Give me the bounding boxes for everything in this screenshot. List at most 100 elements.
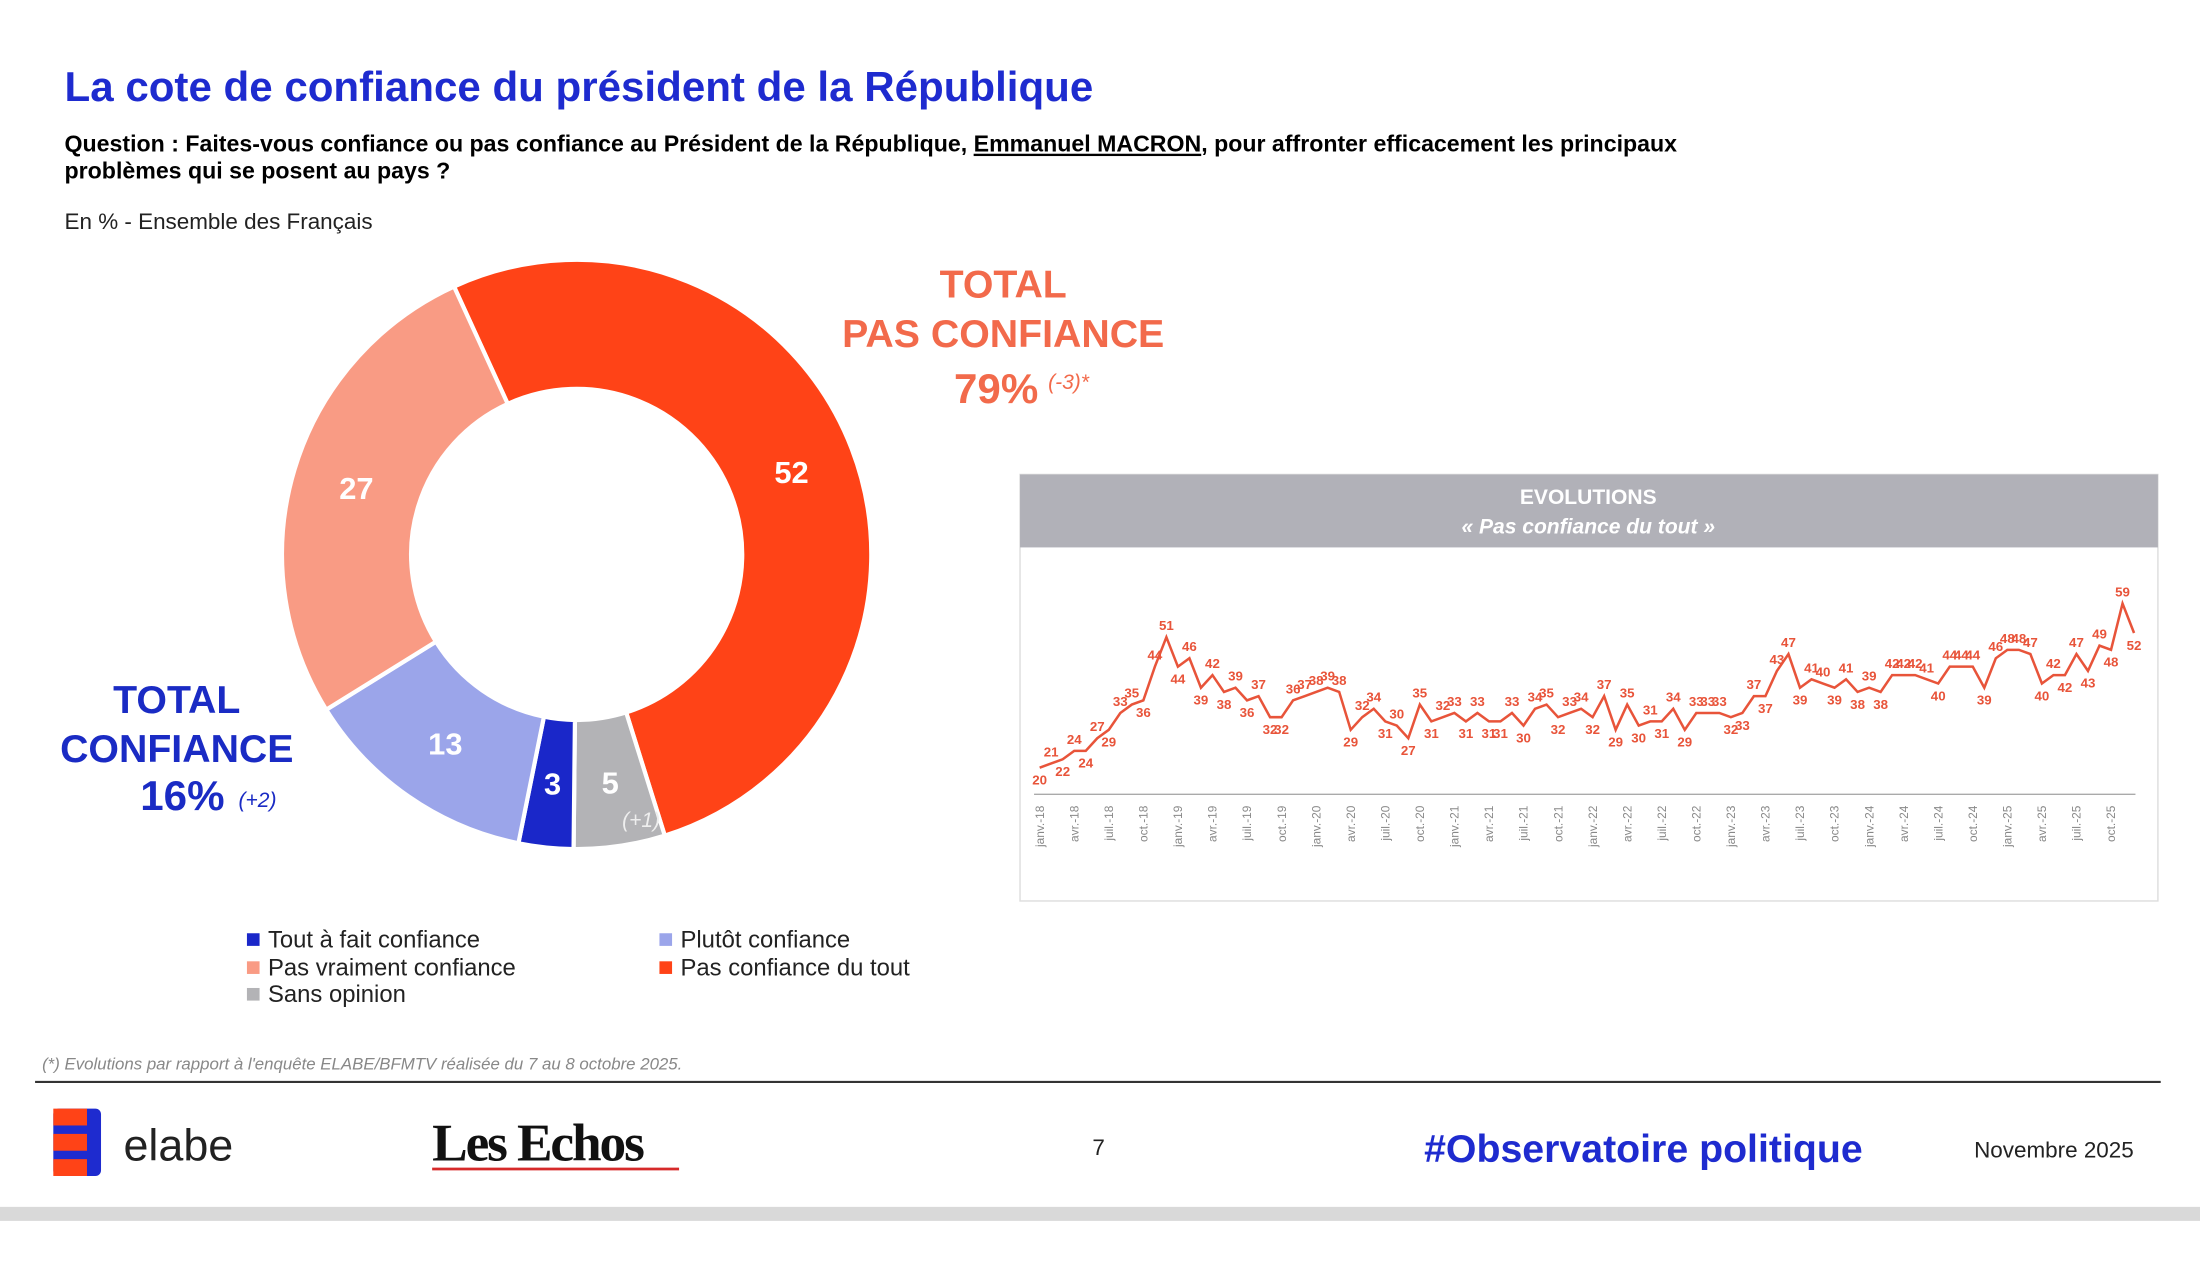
x-tick-label: avr.-20 (1344, 805, 1358, 842)
value-label: 41 (1919, 660, 1934, 675)
legend-label: Plutôt confiance (680, 926, 850, 953)
value-label: 38 (1309, 673, 1324, 688)
value-label: 20 (1032, 773, 1047, 788)
total-label: PAS CONFIANCE (842, 312, 1164, 356)
value-label: 37 (1758, 701, 1773, 716)
x-tick-label: oct.-21 (1551, 805, 1565, 842)
value-label: 22 (1055, 764, 1070, 779)
value-label: 40 (1816, 664, 1831, 679)
hashtag: #Observatoire politique (1424, 1127, 1863, 1171)
legend-swatch (246, 987, 260, 1001)
value-label: 41 (1839, 660, 1854, 675)
x-tick-label: janv.-22 (1586, 805, 1600, 848)
value-label: 40 (2034, 688, 2049, 703)
partner: Les Echos (432, 1113, 644, 1173)
value-label: 32 (1551, 722, 1566, 737)
value-label: 27 (1401, 743, 1416, 758)
value-label: 47 (2023, 635, 2038, 650)
value-label: 44 (1171, 672, 1186, 687)
question: problèmes qui se posent au pays ? (65, 157, 451, 183)
x-tick-label: janv.-18 (1033, 805, 1047, 848)
value-label: 36 (1240, 705, 1255, 720)
legend-swatch (246, 961, 260, 974)
legend-label: Pas confiance du tout (680, 954, 910, 981)
value-label: 34 (1366, 690, 1381, 705)
x-tick-label: avr.-21 (1482, 805, 1496, 842)
value-label: 48 (2104, 655, 2119, 670)
value-label: 42 (1885, 656, 1900, 671)
legend-swatch (659, 933, 673, 946)
legend-label: Tout à fait confiance (268, 926, 480, 953)
legend-label: Sans opinion (268, 981, 406, 1008)
value-label: 38 (1873, 697, 1888, 712)
value-label: 34 (1574, 690, 1589, 705)
x-tick-label: janv.-21 (1448, 805, 1462, 848)
donut-chart: 52 5(+1) 3 13 27 (279, 257, 874, 852)
value-label: 39 (1194, 693, 1209, 708)
slice-note: (+1) (622, 809, 660, 832)
title: La cote de confiance du président de la … (65, 63, 1094, 110)
x-tick-label: oct.-20 (1413, 805, 1427, 842)
value-label: 31 (1482, 726, 1497, 741)
x-tick-label: juil.-20 (1378, 805, 1392, 841)
value-label: 43 (1770, 652, 1785, 667)
value-label: 29 (1677, 735, 1692, 750)
x-tick-label: avr.-18 (1067, 805, 1081, 842)
footnote: (*) Evolutions par rapport à l'enquête E… (42, 1054, 682, 1073)
total-change: (+2) (239, 789, 277, 812)
value-label: 31 (1654, 726, 1669, 741)
value-label: 36 (1136, 705, 1151, 720)
question-name: Emmanuel MACRON (974, 131, 1202, 157)
value-label: 39 (1827, 693, 1842, 708)
x-tick-label: juil.-18 (1102, 805, 1116, 841)
line-chart: janv.-18 avr.-18 juil.-18 oct.-18 janv.-19 av… (1032, 585, 2141, 849)
x-tick-label: oct.-22 (1690, 805, 1704, 842)
value-label: 33 (1712, 694, 1727, 709)
elabe-logo (53, 1108, 102, 1176)
value-label: 32 (1585, 722, 1600, 737)
legend-swatch (246, 933, 260, 946)
value-label: 30 (1389, 707, 1404, 722)
value-label: 42 (1896, 656, 1911, 671)
value-label: 38 (1332, 673, 1347, 688)
value-label: 44 (1147, 648, 1162, 663)
value-label: 43 (2081, 676, 2096, 691)
value-label: 32 (1274, 722, 1289, 737)
slice-label: 5 (602, 765, 619, 800)
total-value: 79% (954, 365, 1038, 412)
x-tick-label: juil.-22 (1655, 805, 1669, 841)
value-label: 34 (1528, 690, 1543, 705)
value-label: 59 (2115, 585, 2130, 600)
line (1039, 599, 2136, 769)
value-label: 32 (1435, 698, 1450, 713)
x-tick-label: juil.-24 (1931, 805, 1945, 841)
value-label: 39 (1228, 669, 1243, 684)
value-label: 46 (1988, 639, 2003, 654)
value-label: 33 (1505, 694, 1520, 709)
legend: Tout à fait confiance Plutôt confiancePas… (246, 926, 910, 1008)
value-label: 24 (1067, 732, 1082, 747)
value-label: 35 (1620, 686, 1635, 701)
value-label: 32 (1263, 722, 1278, 737)
x-tick-label: oct.-23 (1828, 805, 1842, 842)
value-label: 33 (1470, 694, 1485, 709)
value-label: 48 (2000, 631, 2015, 646)
value-label: 39 (1793, 693, 1808, 708)
value-label: 49 (2092, 627, 2107, 642)
value-label: 31 (1424, 726, 1439, 741)
value-label: 34 (1666, 690, 1681, 705)
x-tick-label: juil.-25 (2070, 805, 2084, 841)
value-label: 51 (1159, 618, 1174, 633)
total-label: TOTAL (113, 678, 240, 722)
legend-swatch (659, 961, 673, 974)
page-number: 7 (1092, 1135, 1104, 1160)
value-label: 31 (1643, 702, 1658, 717)
value-label: 38 (1217, 697, 1232, 712)
value-label: 33 (1735, 718, 1750, 733)
value-label: 37 (1297, 677, 1312, 692)
slice-label: 27 (339, 471, 373, 506)
total-value: 16% (140, 772, 224, 819)
date: Novembre 2025 (1974, 1138, 2134, 1163)
x-tick-label: oct.-18 (1137, 805, 1151, 842)
